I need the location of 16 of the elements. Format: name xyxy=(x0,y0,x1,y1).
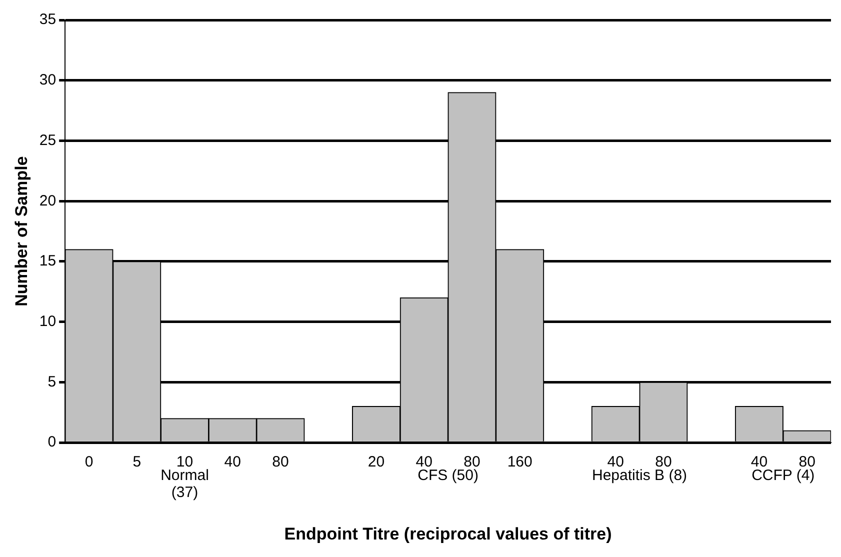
x-axis-title: Endpoint Titre (reciprocal values of titre) xyxy=(284,524,612,544)
y-tick-label: 30 xyxy=(39,72,56,89)
x-tick-label: 0 xyxy=(84,454,94,471)
y-tick-label: 20 xyxy=(39,192,56,210)
y-tick-label: 5 xyxy=(48,373,56,390)
y-tick-label: 35 xyxy=(39,11,56,28)
x-tick-label: 5 xyxy=(132,454,142,471)
y-tick-label: 0 xyxy=(48,434,56,451)
x-tick-label: 160 xyxy=(507,454,532,471)
y-tick-label: 25 xyxy=(39,132,56,149)
y-axis-title: Number of Sample xyxy=(12,156,31,306)
y-tick-label: 15 xyxy=(39,252,56,270)
x-tick-label: 80 xyxy=(272,454,289,471)
x-tick-label: 40 xyxy=(224,454,241,471)
y-tick-label: 10 xyxy=(39,313,56,330)
x-tick-label: 20 xyxy=(368,454,385,471)
